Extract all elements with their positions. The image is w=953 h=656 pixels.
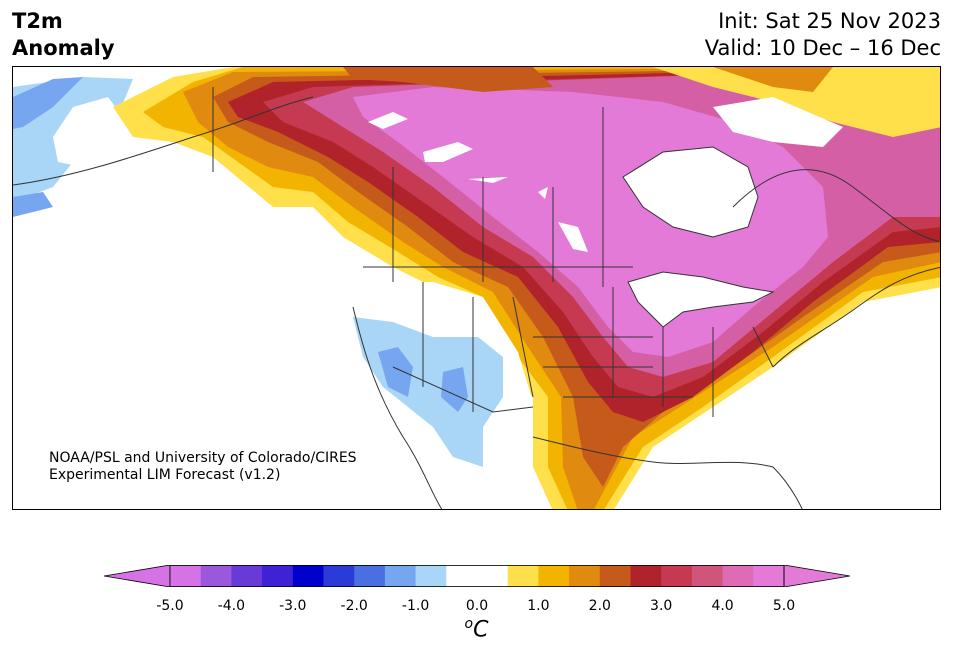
colorbar-outline [169, 565, 785, 587]
init-date: Init: Sat 25 Nov 2023 [718, 9, 941, 33]
colorbar-tick-label: 1.0 [527, 598, 550, 614]
colorbar-segment [200, 565, 232, 587]
colorbar-segment [722, 565, 754, 587]
colorbar-tick-label: 5.0 [772, 598, 796, 614]
colorbar-segment [323, 565, 355, 587]
title-line-2: Anomaly [12, 36, 115, 60]
colorbar-segment [630, 565, 662, 587]
colorbar [104, 565, 850, 587]
colorbar-tick-label: -1.0 [401, 598, 430, 614]
great-lakes [627, 271, 775, 328]
region-blue-alaska-south [13, 192, 53, 217]
region-blue-alaska [13, 77, 83, 129]
colorbar-segment [292, 565, 324, 587]
lake-5 [538, 187, 548, 199]
colorbar-segment [661, 565, 693, 587]
border-lines [13, 87, 940, 509]
colorbar-segment [599, 565, 631, 587]
colorbar-segment [477, 565, 509, 587]
arctic-water [713, 97, 843, 147]
credit-line-1: NOAA/PSL and University of Colorado/CIRE… [49, 450, 357, 466]
colorbar-tick-label: -3.0 [279, 598, 307, 614]
gulf-water [614, 457, 811, 509]
credit-line-2: Experimental LIM Forecast (v1.2) [49, 467, 281, 483]
colorbar-segment [753, 565, 785, 587]
date-info: Init: Sat 25 Nov 2023 Valid: 10 Dec – 16… [705, 8, 941, 62]
colorbar-segment [170, 565, 202, 587]
colorbar-tick-label: 0.0 [465, 598, 489, 614]
lake-2 [423, 142, 473, 162]
region-blue-sw-2 [441, 367, 468, 412]
colorbar-segment [691, 565, 724, 587]
colorbar-over-arrow [783, 565, 850, 587]
region-white-alaska-core [53, 97, 123, 167]
colorbar-unit: oC [0, 616, 953, 642]
region-blue-sw-1 [378, 347, 413, 397]
colorbar-segment [507, 565, 539, 587]
title-line-1: T2m [12, 9, 63, 33]
credit-text: NOAA/PSL and University of Colorado/CIRE… [49, 450, 357, 484]
unit-superscript: o [464, 616, 474, 632]
colorbar-segment [538, 565, 570, 587]
colorbar-tick-label: 2.0 [588, 598, 611, 614]
region-arctic-yellow [653, 67, 940, 137]
lake-1 [368, 112, 408, 129]
lake-4 [558, 222, 588, 252]
hudson-bay [622, 146, 759, 238]
colorbar-tick-label: -4.0 [217, 598, 246, 614]
colorbar-segment [262, 565, 294, 587]
colorbar-segment [415, 565, 447, 587]
colorbar-tick-label: 3.0 [650, 598, 673, 614]
colorbar-tick-label: -2.0 [340, 598, 368, 614]
anomaly-map [12, 66, 941, 510]
colorbar-tick-label: 4.0 [711, 598, 734, 614]
colorbar-segment [569, 565, 601, 587]
chart-title: T2m Anomaly [12, 8, 115, 62]
colorbar-segment [231, 565, 263, 587]
region-arctic-orange [713, 67, 833, 92]
colorbar-tick-label: -5.0 [156, 598, 184, 614]
lake-3 [468, 177, 508, 183]
anomaly-map-svg [13, 67, 940, 509]
colorbar-segment [384, 565, 417, 587]
valid-range: Valid: 10 Dec – 16 Dec [704, 36, 941, 60]
colorbar-under-arrow [104, 565, 171, 587]
colorbar-segment [354, 565, 386, 587]
unit-base: C [473, 617, 489, 643]
region-arctic-rust [343, 67, 553, 92]
colorbar-segment [446, 565, 478, 587]
